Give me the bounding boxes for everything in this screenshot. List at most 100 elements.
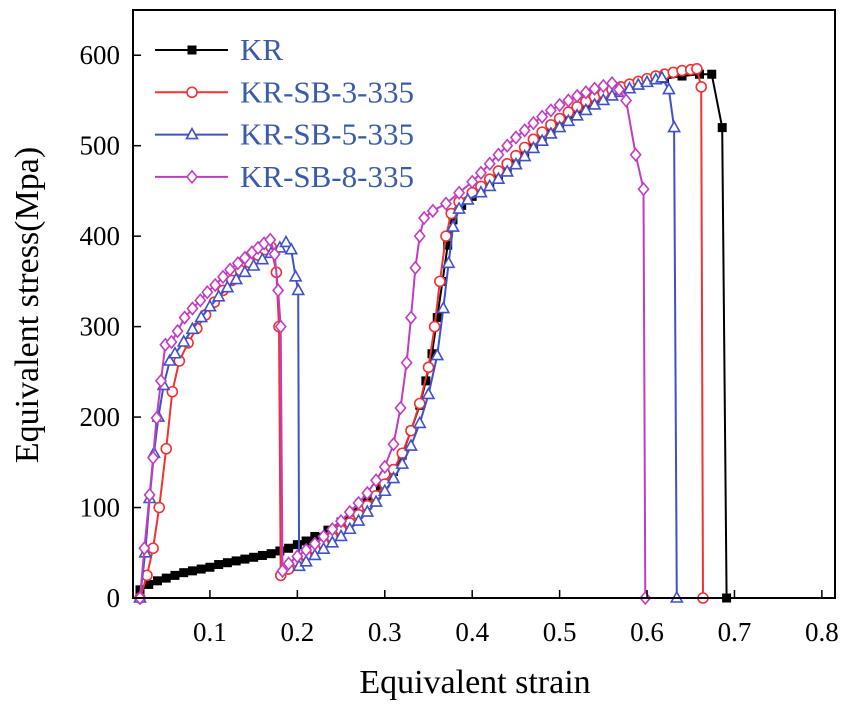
kr-sb-3-335-point [422,361,435,374]
kr-sb-8-335-point [138,540,151,556]
y-tick-label: 0 [107,583,121,613]
kr-sb-3-335-point [691,63,703,75]
kr-sb-8-335-point [518,123,531,138]
y-tick-label: 300 [80,312,121,342]
kr-sb-8-335-point [317,529,330,544]
kr-point [292,540,302,550]
kr-sb-5-335-point [436,300,451,314]
kr-sb-8-335-point [404,310,418,325]
kr-sb-5-335-point [279,234,293,248]
kr-sb-8-335-point [509,130,522,145]
kr-sb-3-335-point [440,230,452,242]
y-tick-label: 500 [80,131,121,161]
kr-sb-8-335-point [387,436,400,452]
kr-sb-8-335-point [606,76,619,91]
kr-sb-8-335-point [562,93,575,108]
kr-sb-8-335-point [165,334,178,350]
kr-sb-8-335-point [378,459,391,475]
kr-sb-5-335-point [430,347,445,361]
legend-marker-kr-sb-3-335 [186,86,198,99]
kr-point [432,313,442,323]
kr-point [196,564,206,574]
legend-label-kr-sb-3-335: KR-SB-3-335 [240,74,414,109]
kr-sb-5-335-point [421,386,436,400]
series-layer [133,63,732,606]
kr-sb-5-335-point [168,346,182,359]
kr-point [231,556,241,566]
kr-sb-8-335-point [272,283,285,298]
kr-sb-8-335-point [466,174,479,190]
kr-sb-8-335-point [217,269,230,285]
kr-sb-8-335-point [343,504,356,520]
kr-sb-5-335-point [229,271,244,285]
kr-sb-5-335-point [342,521,357,535]
legend-label-kr: KR [240,32,283,67]
kr-sb-8-335-point [527,115,540,131]
kr-point [179,568,189,578]
kr-sb-8-335-point [439,196,453,211]
kr-sb-8-335-point [426,203,439,219]
kr-sb-5-335-point [509,157,523,170]
x-tick-label: 0.4 [455,617,489,647]
kr-sb-8-335-point [483,156,496,172]
kr-sb-5-335-point [288,269,303,282]
kr-sb-8-335-point [194,293,207,308]
y-tick-label: 200 [80,402,121,432]
kr-sb-5-335-point [316,541,331,554]
legend-entry-kr-sb-3-335: KR-SB-3-335 [155,74,414,109]
kr-sb-8-335-point [223,262,237,277]
kr-point [205,562,215,572]
kr-sb-8-335-point [178,310,191,325]
kr-sb-5-335-point [255,252,270,265]
plot-frame [132,9,836,599]
kr-point [240,554,250,564]
kr-point [266,549,276,559]
kr-sb-3-335-point [695,81,708,93]
kr-sb-8-335-point [154,373,168,389]
kr-sb-5-335-point [299,554,313,567]
kr-sb-8-335-point [231,256,244,271]
kr-sb-8-335-point [238,250,251,266]
kr-sb-5-335-point [622,81,637,94]
kr-sb-5-335-point [482,178,497,192]
legend-marker-kr-sb-8-335 [185,169,199,185]
kr-sb-5-335-point [211,289,226,302]
kr-sb-8-335-point [409,260,422,276]
kr-sb-5-335-point [446,219,460,232]
x-tick-label: 0.3 [368,617,402,647]
kr-sb-3-335-point [428,320,441,333]
kr-sb-8-335-point [335,513,348,529]
legend-marker-kr-sb-5-335 [185,126,199,140]
kr-sb-5-335-point [460,192,475,205]
legend-label-kr-sb-8-335: KR-SB-8-335 [240,159,414,194]
kr-sb-5-335-point [500,164,515,177]
kr-sb-8-335-point [501,138,514,153]
kr-sb-3-335-point [413,397,426,410]
legend-marker-kr [187,45,197,55]
kr-sb-8-335-point [209,277,222,293]
kr-sb-8-335-point [326,521,339,537]
kr-point [170,570,180,580]
kr-sb-8-335-line [139,82,647,599]
kr-sb-8-335-point [620,93,633,108]
kr-sb-8-335-series [133,76,652,606]
kr-sb-8-335-point [282,556,295,571]
kr-sb-5-335-point [194,309,209,323]
kr-sb-8-335-point [536,109,549,124]
kr-sb-8-335-point [400,355,413,371]
x-tick-label: 0.5 [543,617,577,647]
kr-sb-8-335-point [629,147,642,162]
kr-sb-5-335-point [655,70,669,83]
kr-sb-5-335-point [284,242,299,255]
kr-point [717,123,727,133]
kr-sb-5-335-point [491,171,506,184]
x-tick-label: 0.1 [193,617,227,647]
kr-sb-5-335-point [552,119,567,133]
kr-sb-8-335-point [453,185,466,200]
kr-sb-5-335-point [220,280,235,293]
kr-sb-5-335-point [325,535,340,548]
kr-sb-5-335-point [185,321,200,335]
y-tick-label: 100 [80,493,121,523]
legend-entry-kr: KR [155,32,283,67]
kr-point [707,69,717,79]
